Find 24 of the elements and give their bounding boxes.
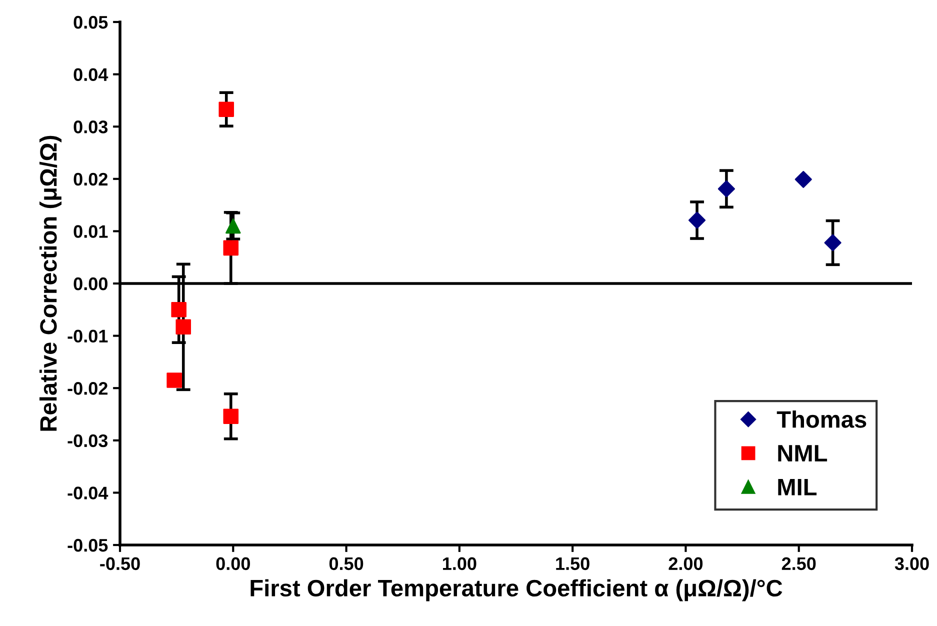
y-tick-label: 0.04 bbox=[74, 68, 108, 82]
y-tick-label: -0.04 bbox=[68, 486, 108, 500]
x-tick-label: -0.50 bbox=[100, 557, 140, 570]
y-tick-label: 0.03 bbox=[74, 120, 108, 134]
y-tick-label: 0.00 bbox=[74, 277, 108, 290]
x-tick-label: 3.00 bbox=[894, 557, 929, 570]
y-axis-title: Relative Correction (μΩ/Ω) bbox=[39, 136, 62, 431]
x-tick-label: 1.00 bbox=[442, 557, 476, 570]
legend-label: NML bbox=[778, 445, 828, 462]
y-tick-label: -0.02 bbox=[68, 382, 108, 395]
y-tick-label: 0.02 bbox=[74, 172, 108, 186]
y-tick-label: 0.05 bbox=[74, 16, 108, 29]
y-tick-label: 0.01 bbox=[74, 225, 108, 238]
y-tick-label: -0.01 bbox=[68, 330, 108, 343]
x-tick-label: 0.00 bbox=[216, 557, 250, 570]
legend-label: Thomas bbox=[776, 410, 866, 428]
x-tick-label: 0.50 bbox=[329, 557, 364, 570]
x-tick-label: 2.00 bbox=[668, 557, 703, 570]
x-tick-label: 1.50 bbox=[556, 557, 590, 570]
x-tick-label: 2.50 bbox=[782, 557, 816, 570]
y-tick-label: -0.03 bbox=[68, 434, 108, 448]
y-tick-label: -0.05 bbox=[68, 538, 108, 552]
x-axis-title: First Order Temperature Coefficient α (μΩ/Ω)/°C bbox=[250, 579, 782, 602]
legend-label: MIL bbox=[778, 478, 817, 496]
